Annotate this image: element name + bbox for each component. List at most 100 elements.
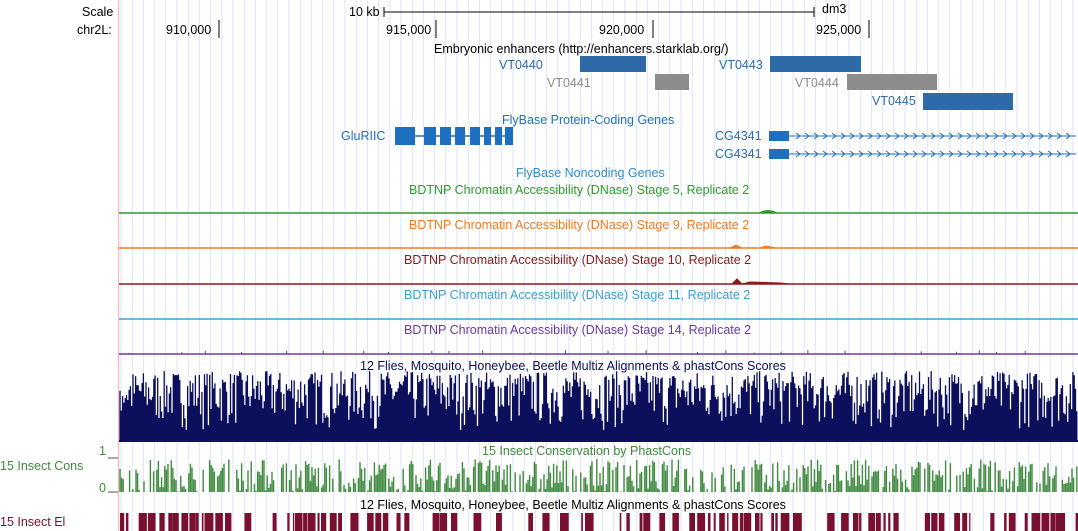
- gene-label[interactable]: CG4341: [715, 147, 762, 161]
- conserved-element: [893, 513, 899, 531]
- dnase-peak: [758, 210, 778, 213]
- gene-exon: [484, 127, 491, 145]
- label-column-border: [118, 0, 119, 531]
- conserved-element: [1008, 513, 1016, 531]
- track-title-phastcons[interactable]: 15 Insect Conservation by PhastCons: [482, 444, 692, 458]
- gene-exon: [455, 127, 465, 145]
- conserved-element: [172, 513, 179, 531]
- strand-arrow: [804, 132, 810, 140]
- conserved-element: [672, 513, 679, 531]
- conserved-element: [697, 513, 706, 531]
- conserved-element: [875, 513, 881, 531]
- track-title-dnase[interactable]: BDTNP Chromatin Accessibility (DNase) St…: [409, 183, 750, 197]
- gene-label[interactable]: CG4341: [715, 129, 762, 143]
- strand-arrow: [804, 150, 810, 158]
- strand-arrow: [822, 150, 828, 158]
- track-title-dnase[interactable]: BDTNP Chromatin Accessibility (DNase) St…: [409, 218, 750, 232]
- enhancer-label[interactable]: VT0444: [795, 76, 839, 90]
- strand-arrow: [1038, 150, 1044, 158]
- conserved-element: [321, 513, 327, 531]
- conserved-element: [195, 513, 199, 531]
- strand-arrow: [984, 132, 990, 140]
- strand-arrow: [849, 132, 855, 140]
- ruler-tick-label: 925,000: [816, 23, 862, 37]
- phastcons-score-bars: [119, 459, 1078, 492]
- side-label-phastcons[interactable]: 15 Insect Cons: [0, 459, 84, 473]
- dnase-peak: [731, 278, 791, 285]
- ruler-tick-label: 910,000: [166, 23, 212, 37]
- conserved-element: [780, 513, 790, 531]
- enhancer-label[interactable]: VT0445: [872, 94, 916, 108]
- conserved-element: [225, 513, 232, 531]
- track-title-elements[interactable]: 12 Flies, Mosquito, Honeybee, Beetle Mul…: [360, 498, 786, 512]
- enhancer-block: [655, 74, 689, 90]
- track-title-dnase[interactable]: BDTNP Chromatin Accessibility (DNase) St…: [404, 323, 752, 337]
- conserved-element: [308, 513, 313, 531]
- gene-label[interactable]: GluRIIC: [341, 129, 386, 143]
- strand-arrow: [912, 132, 918, 140]
- strand-arrow: [1056, 132, 1062, 140]
- conserved-element: [859, 513, 862, 531]
- conserved-element: [938, 513, 945, 531]
- conserved-element: [204, 513, 214, 531]
- enhancer-label[interactable]: VT0440: [499, 58, 543, 72]
- conserved-element: [1041, 513, 1050, 531]
- conserved-element: [689, 513, 695, 531]
- conserved-element: [292, 513, 295, 531]
- conserved-element: [439, 513, 448, 531]
- strand-arrow: [993, 150, 999, 158]
- conserved-element: [827, 513, 835, 531]
- conserved-element: [189, 513, 196, 531]
- strand-arrow: [840, 150, 846, 158]
- strand-arrow: [948, 132, 954, 140]
- conserved-element: [215, 513, 223, 531]
- strand-arrow: [903, 150, 909, 158]
- enhancer-label[interactable]: VT0441: [547, 76, 591, 90]
- strand-arrow: [795, 150, 801, 158]
- track-title-enhancers[interactable]: Embryonic enhancers (http://enhancers.st…: [434, 42, 729, 56]
- conserved-element: [1024, 513, 1028, 531]
- strand-arrow: [1038, 132, 1044, 140]
- conserved-element: [313, 513, 316, 531]
- conserved-element: [473, 513, 482, 531]
- strand-arrow: [867, 132, 873, 140]
- strand-arrow: [957, 132, 963, 140]
- conserved-element: [619, 513, 622, 531]
- conserved-element: [719, 513, 725, 531]
- track-title-flybase-noncoding[interactable]: FlyBase Noncoding Genes: [516, 166, 665, 180]
- conserved-element: [138, 513, 147, 531]
- conserved-element: [793, 513, 802, 531]
- strand-arrow: [1056, 150, 1062, 158]
- gene-exon: [424, 127, 436, 145]
- strand-arrow: [1029, 150, 1035, 158]
- ruler-tick-label: 920,000: [599, 23, 645, 37]
- track-title-multiz[interactable]: 12 Flies, Mosquito, Honeybee, Beetle Mul…: [360, 359, 786, 373]
- conserved-element: [954, 513, 960, 531]
- conserved-element: [396, 513, 401, 531]
- strand-arrow: [939, 132, 945, 140]
- scale-bar-label: 10 kb: [349, 5, 380, 19]
- strand-arrow: [957, 150, 963, 158]
- strand-arrow: [966, 132, 972, 140]
- conserved-element: [841, 513, 849, 531]
- track-title-dnase[interactable]: BDTNP Chromatin Accessibility (DNase) St…: [404, 253, 752, 267]
- conserved-element: [755, 513, 760, 531]
- conserved-element: [528, 513, 533, 531]
- enhancer-label[interactable]: VT0443: [719, 58, 763, 72]
- conserved-element: [1050, 513, 1056, 531]
- side-label-elements[interactable]: 15 Insect El: [0, 515, 66, 529]
- strand-arrow: [858, 132, 864, 140]
- strand-arrow: [795, 132, 801, 140]
- conserved-element: [560, 513, 569, 531]
- conserved-element: [760, 513, 763, 531]
- conserved-element: [120, 513, 125, 531]
- conserved-element: [317, 513, 320, 531]
- conserved-element: [990, 513, 995, 531]
- track-title-flybase-coding[interactable]: FlyBase Protein-Coding Genes: [502, 113, 675, 127]
- conserved-element: [707, 513, 711, 531]
- conserved-element: [775, 513, 778, 531]
- track-title-dnase[interactable]: BDTNP Chromatin Accessibility (DNase) St…: [404, 288, 751, 302]
- strand-arrow: [930, 132, 936, 140]
